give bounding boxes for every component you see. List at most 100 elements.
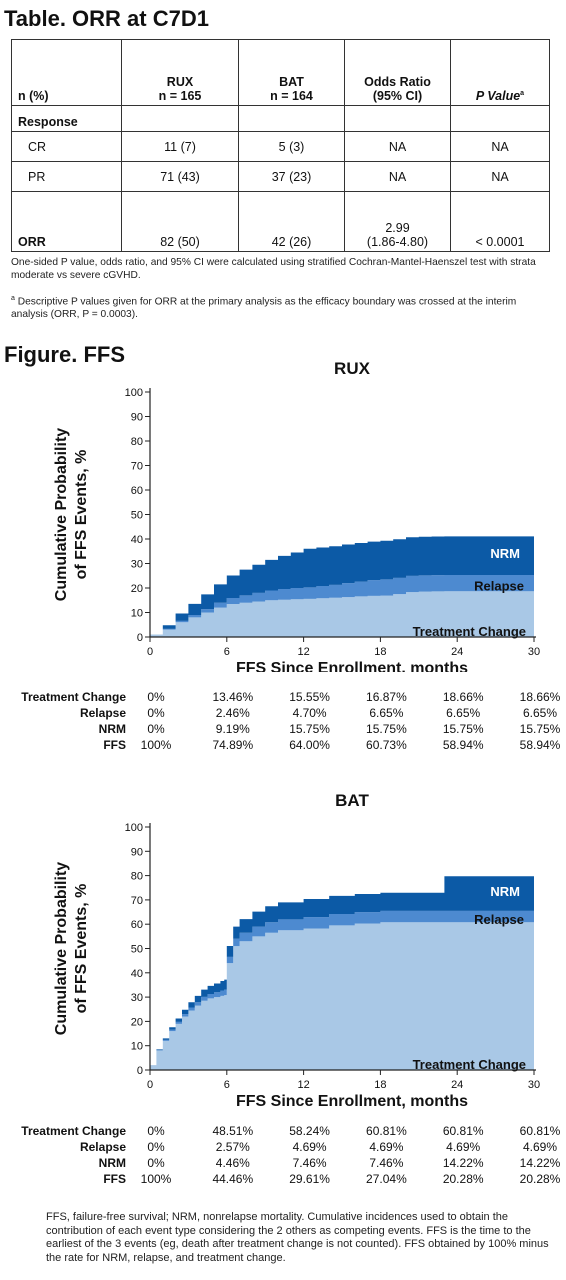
risk-cell: 6.65% (446, 706, 481, 720)
risk-cell: 48.51% (212, 1124, 254, 1138)
risk-cell: 18.66% (442, 690, 484, 704)
risk-cell: 100% (140, 1172, 172, 1186)
header-p-sup: a (520, 89, 525, 97)
x-tick-label: 24 (451, 1079, 463, 1091)
y-tick-label: 30 (131, 992, 143, 1004)
risk-cell: 18.66% (519, 690, 561, 704)
header-odds-ratio: Odds Ratio (95% CI) (344, 39, 451, 106)
risk-row: Treatment Change 0% 48.51% 58.24% 60.81% 60.8… (0, 1124, 566, 1139)
chart-rux-svg: RUX NRM Relapse Treatment Change 0 10 20 30 40 50… (53, 359, 540, 677)
response-label: Response (11, 105, 122, 132)
series-area-treatment-change (150, 591, 534, 637)
header-p-label: P Value (475, 89, 521, 103)
table-note-1: One-sided P value, odds ratio, and 95% C… (11, 257, 536, 281)
risk-cell: 58.24% (289, 1124, 330, 1138)
y-tick-label: 90 (131, 846, 143, 858)
x-tick-label: 0 (147, 646, 153, 658)
y-axis-label: Cumulative Probability of FFS Events, % (53, 862, 90, 1035)
risk-cell: 4.70% (292, 706, 327, 720)
risk-cell: 6.65% (522, 706, 558, 720)
risk-row-label: Treatment Change (21, 690, 126, 704)
risk-cell: 0% (147, 1140, 165, 1154)
y-tick-label: 30 (131, 559, 143, 571)
risk-row: Relapse 0% 2.57% 4.69% 4.69% 4.69% 4.69% (0, 1140, 566, 1155)
orr-p: < 0.0001 (450, 191, 550, 252)
risk-cell: 15.75% (289, 722, 330, 736)
area-label-treatment-change: Treatment Change (413, 1057, 526, 1072)
area-label-nrm: NRM (490, 884, 520, 899)
risk-cell: 60.81% (442, 1124, 484, 1138)
risk-cell: 15.75% (366, 722, 407, 736)
risk-cell: 0% (147, 1124, 165, 1138)
pr-rux: 71 (43) (121, 161, 239, 192)
table-row-pr: PR 71 (43) 37 (23) NA NA (11, 161, 550, 192)
risk-cell: 60.81% (519, 1124, 561, 1138)
orr-rux: 82 (50) (121, 191, 239, 252)
header-n: n (%) (11, 39, 122, 106)
risk-cell: 4.69% (292, 1140, 327, 1154)
y-tick-label: 40 (131, 534, 143, 546)
series-area-nrm (150, 536, 534, 635)
header-bat-name: BAT (279, 75, 304, 89)
risk-cell: 0% (147, 706, 165, 720)
y-axis-label-line: Cumulative Probability (53, 428, 70, 601)
risk-cell: 13.46% (212, 690, 254, 704)
risk-cell: 100% (140, 738, 172, 752)
x-tick-label: 6 (224, 646, 230, 658)
risk-row-label: NRM (98, 1156, 126, 1170)
orr-table: n (%) RUX n = 165 BAT n = 164 Odds Ratio… (11, 39, 550, 252)
y-tick-label: 100 (125, 822, 143, 834)
cr-rux: 11 (7) (121, 131, 239, 162)
orr-label: ORR (11, 191, 122, 252)
y-axis-label-line: of FFS Events, % (73, 884, 90, 1014)
risk-cell: 4.69% (522, 1140, 558, 1154)
y-tick-label: 70 (131, 895, 143, 907)
risk-cell: 20.28% (442, 1172, 484, 1186)
risk-row-label: Treatment Change (21, 1124, 126, 1138)
risk-cell: 2.46% (215, 706, 250, 720)
risk-table-rux: Treatment Change 0% 13.46% 15.55% 16.87% 18.6… (0, 690, 566, 760)
x-tick-label: 12 (297, 646, 309, 658)
table-note-2-sup: a (11, 295, 15, 302)
risk-cell: 58.94% (442, 738, 484, 752)
x-tick-label: 12 (297, 1079, 309, 1091)
y-tick-label: 10 (131, 608, 143, 620)
risk-row: Treatment Change 0% 13.46% 15.55% 16.87% 18.6… (0, 690, 566, 705)
y-tick-label: 70 (131, 461, 143, 473)
y-tick-label: 20 (131, 1016, 143, 1028)
chart-bat: BAT NRM Relapse Treatment Change 0 10 20 30 40 50… (0, 784, 566, 1114)
risk-row-label: FFS (103, 1172, 126, 1186)
area-label-relapse: Relapse (474, 579, 524, 594)
risk-row: Relapse 0% 2.46% 4.70% 6.65% 6.65% 6.65% (0, 706, 566, 721)
risk-cell: 0% (147, 722, 165, 736)
cr-p: NA (450, 131, 550, 162)
risk-cell: 0% (147, 690, 165, 704)
risk-cell: 9.19% (215, 722, 250, 736)
table-header-row: n (%) RUX n = 165 BAT n = 164 Odds Ratio… (11, 39, 550, 106)
area-label-relapse: Relapse (474, 912, 524, 927)
series-area-relapse (150, 574, 534, 635)
risk-cell: 4.69% (446, 1140, 481, 1154)
y-axis-label: Cumulative Probability of FFS Events, % (53, 428, 90, 601)
risk-cell: 14.22% (519, 1156, 561, 1170)
risk-cell: 2.57% (215, 1140, 250, 1154)
y-tick-label: 50 (131, 944, 143, 956)
header-or-name: Odds Ratio (364, 75, 431, 89)
y-tick-label: 80 (131, 871, 143, 883)
cr-bat: 5 (3) (238, 131, 345, 162)
risk-cell: 74.89% (212, 738, 254, 752)
header-p-value: P Valuea (450, 39, 550, 106)
risk-cell: 60.73% (366, 738, 407, 752)
y-axis-label-line: Cumulative Probability (53, 862, 70, 1035)
x-axis-label: FFS Since Enrollment, months (236, 1093, 468, 1110)
y-tick-label: 60 (131, 919, 143, 931)
figure-title: Figure. FFS (4, 342, 125, 367)
y-tick-label: 40 (131, 968, 143, 980)
x-axis-label: FFS Since Enrollment, months (236, 660, 468, 672)
risk-cell: 16.87% (366, 690, 407, 704)
risk-cell: 15.55% (289, 690, 330, 704)
series-area-treatment-change (150, 922, 534, 1070)
table-note-2: a Descriptive P values given for ORR at … (11, 292, 551, 321)
cr-label: CR (11, 131, 122, 162)
risk-cell: 44.46% (212, 1172, 254, 1186)
